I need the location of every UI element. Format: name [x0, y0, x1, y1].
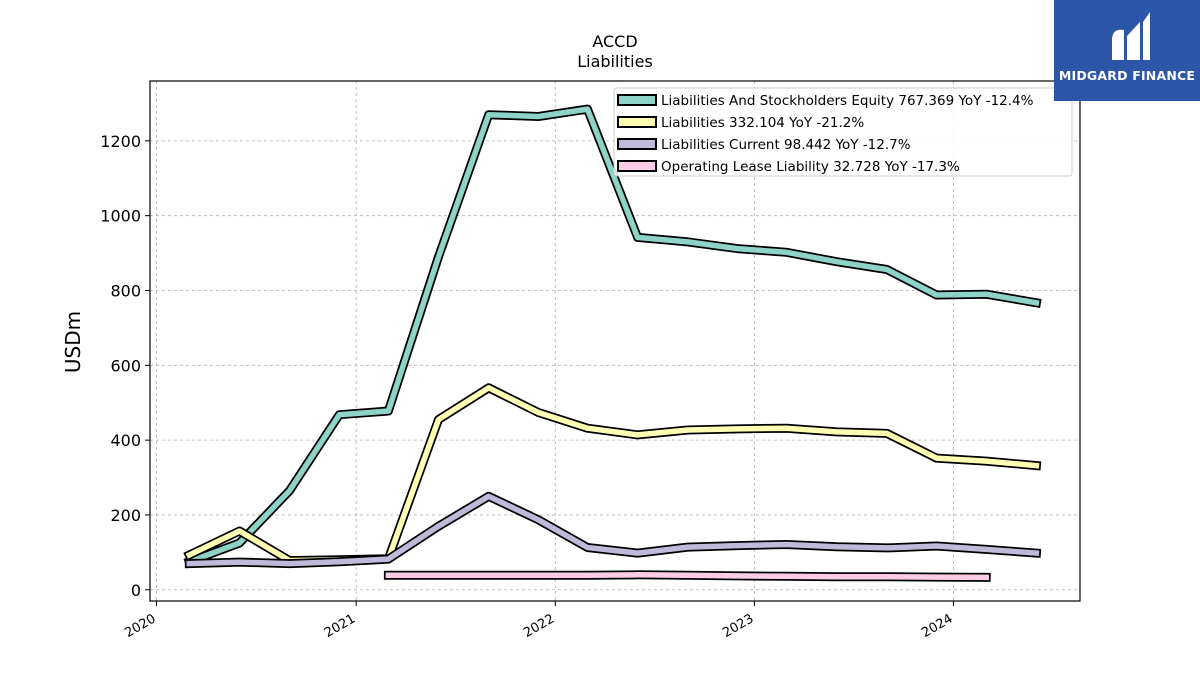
axes: 0 200 400 600 800 1000 1200 2020 2021 2022 2023 202…	[100, 132, 955, 641]
chart-subtitle: Liabilities	[577, 52, 653, 71]
x-tick-label: 2022	[521, 611, 557, 641]
series-outline-3	[184, 491, 1042, 569]
y-tick-label: 1000	[100, 207, 141, 226]
midgard-finance-logo: MIDGARD FINANCE	[1054, 0, 1200, 101]
x-tick-label: 2024	[919, 611, 955, 641]
y-tick-label: 0	[131, 581, 141, 600]
y-tick-label: 1200	[100, 132, 141, 151]
logo-mark-icon	[1112, 12, 1150, 60]
legend-label: Liabilities 332.104 YoY -21.2%	[661, 115, 864, 131]
legend: Liabilities And Stockholders Equity 767.…	[613, 87, 1073, 177]
legend-swatch	[617, 138, 657, 150]
legend-box	[613, 87, 1073, 177]
legend-swatch	[617, 160, 657, 172]
series-line-1	[185, 106, 1040, 566]
legend-swatch	[617, 116, 657, 128]
series-line-2	[185, 385, 1040, 564]
legend-label: Liabilities Current 98.442 YoY -12.7%	[661, 137, 911, 153]
logo-text: MIDGARD FINANCE	[1058, 68, 1196, 83]
legend-label: Operating Lease Liability 32.728 YoY -17…	[661, 159, 960, 175]
legend-label: Liabilities And Stockholders Equity 767.…	[661, 93, 1034, 109]
plot-frame	[149, 80, 1081, 602]
chart-title: ACCD	[592, 32, 637, 51]
y-tick-label: 800	[110, 281, 141, 300]
y-tick-label: 600	[110, 356, 141, 375]
series-line-4	[385, 572, 989, 581]
y-tick-label: 400	[110, 431, 141, 450]
series-outline-2	[183, 383, 1042, 566]
y-tick-label: 200	[110, 506, 141, 525]
series-line-3	[186, 493, 1040, 567]
x-tick-label: 2023	[720, 611, 756, 641]
y-axis-label: USDm	[61, 311, 85, 373]
x-tick-label: 2021	[322, 611, 358, 641]
series-lines	[183, 104, 1042, 582]
x-tick-label: 2020	[122, 611, 158, 641]
legend-swatch	[617, 94, 657, 106]
